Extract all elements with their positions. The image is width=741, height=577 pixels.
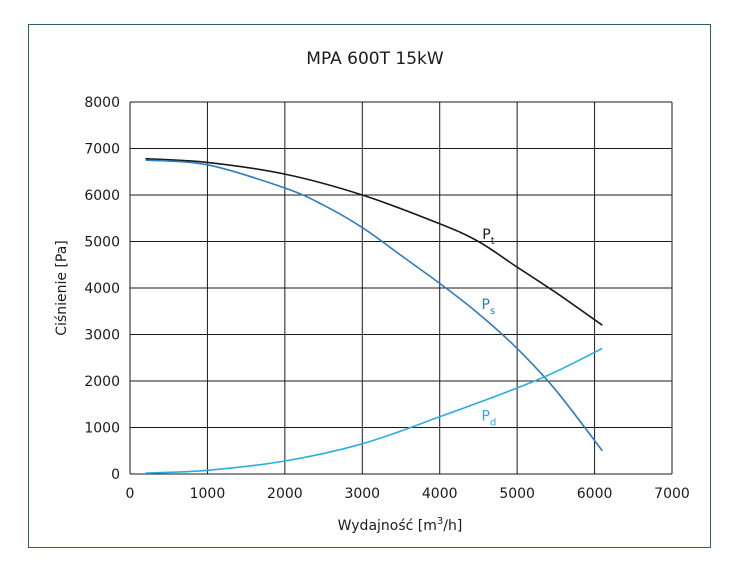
series-group: Pt Ps Pd — [145, 157, 603, 474]
x-tick-label-6: 6000 — [577, 486, 613, 502]
series-label-pt: Pt — [482, 227, 494, 247]
x-tick-label-5: 5000 — [499, 486, 535, 502]
series-line-pt — [145, 157, 603, 326]
y-tick-label-5: 5000 — [84, 235, 120, 251]
x-tick-label-4: 4000 — [422, 486, 458, 502]
x-tick-labels: 0 1000 2000 3000 4000 5000 6000 7000 — [126, 486, 690, 502]
x-tick-label-1: 1000 — [190, 486, 226, 502]
y-tick-label-4: 4000 — [84, 281, 120, 297]
x-tick-label-7: 7000 — [654, 486, 690, 502]
chart-title: MPA 600T 15kW — [306, 49, 444, 69]
x-tick-label-3: 3000 — [344, 486, 380, 502]
series-line-ps — [145, 159, 603, 452]
y-tick-label-3: 3000 — [84, 328, 120, 344]
y-axis-title: Ciśnienie [Pa] — [54, 240, 70, 335]
y-tick-label-1: 1000 — [84, 421, 120, 437]
x-tick-label-2: 2000 — [267, 486, 303, 502]
x-tick-label-0: 0 — [126, 486, 135, 502]
grid — [129, 101, 673, 475]
chart-frame — [28, 24, 711, 548]
x-axis-title: Wydajność [m3/h] — [338, 516, 463, 534]
y-tick-label-2: 2000 — [84, 374, 120, 390]
y-tick-label-8: 8000 — [84, 95, 120, 111]
y-tick-label-7: 7000 — [84, 142, 120, 158]
y-tick-label-6: 6000 — [84, 188, 120, 204]
y-tick-labels: 0 1000 2000 3000 4000 5000 6000 7000 8000 — [84, 95, 120, 483]
series-label-pd: Pd — [482, 409, 497, 429]
series-line-pd — [145, 347, 603, 474]
series-label-ps: Ps — [482, 297, 496, 317]
y-tick-label-0: 0 — [111, 467, 120, 483]
